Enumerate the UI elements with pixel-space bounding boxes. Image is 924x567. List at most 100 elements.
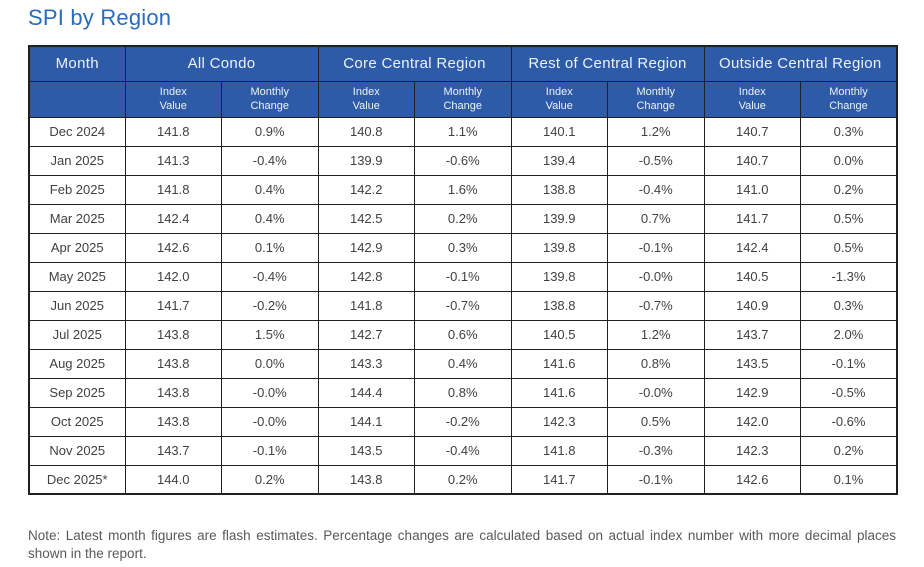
index-value-cell: 144.1 [317, 406, 415, 437]
monthly-change-cell: -0.6% [800, 406, 898, 437]
month-cell: Dec 2025* [28, 464, 126, 495]
monthly-change-cell: 2.0% [800, 319, 898, 350]
monthly-change-cell: -0.5% [800, 377, 898, 408]
monthly-change-cell: 0.0% [800, 145, 898, 176]
index-value-cell: 143.7 [124, 435, 222, 466]
index-value-cell: 139.8 [510, 232, 608, 263]
monthly-change-cell: -0.7% [607, 290, 705, 321]
monthly-change-cell: 0.1% [221, 232, 319, 263]
monthly-change-cell: 0.6% [414, 319, 512, 350]
monthly-change-cell: -0.1% [607, 464, 705, 495]
index-value-cell: 142.8 [317, 261, 415, 292]
monthly-change-cell: 0.5% [607, 406, 705, 437]
monthly-change-cell: 0.0% [221, 348, 319, 379]
index-value-cell: 142.9 [317, 232, 415, 263]
monthly-change-cell: 0.9% [221, 116, 319, 147]
index-value-cell: 141.8 [317, 290, 415, 321]
table-row: Feb 2025 141.8 0.4% 142.2 1.6% 138.8 -0.4% 141.… [28, 174, 898, 205]
index-value-cell: 141.8 [124, 174, 222, 205]
table-row: Jun 2025 141.7 -0.2% 141.8 -0.7% 138.8 -0.7% 14… [28, 290, 898, 321]
table-row: Sep 2025 143.8 -0.0% 144.4 0.8% 141.6 -0.0% 142… [28, 377, 898, 408]
monthly-change-cell: -0.4% [414, 435, 512, 466]
monthly-change-cell: 0.8% [414, 377, 512, 408]
monthly-change-cell: 0.5% [800, 203, 898, 234]
monthly-change-cell: 0.3% [800, 290, 898, 321]
index-value-cell: 142.3 [703, 435, 801, 466]
monthly-change-cell: -0.3% [607, 435, 705, 466]
index-value-cell: 139.4 [510, 145, 608, 176]
monthly-change-cell: -0.1% [221, 435, 319, 466]
table-body: Dec 2024 141.8 0.9% 140.8 1.1% 140.1 1.2% 140.7… [28, 116, 898, 495]
subheader-index-value: Index Value [510, 80, 608, 118]
index-value-cell: 142.0 [124, 261, 222, 292]
index-value-cell: 141.6 [510, 348, 608, 379]
index-value-cell: 140.5 [510, 319, 608, 350]
index-value-cell: 138.8 [510, 174, 608, 205]
index-value-cell: 142.4 [703, 232, 801, 263]
index-value-cell: 139.9 [510, 203, 608, 234]
table-row: Nov 2025 143.7 -0.1% 143.5 -0.4% 141.8 -0.3% 14… [28, 435, 898, 466]
index-value-cell: 143.5 [703, 348, 801, 379]
monthly-change-cell: 1.6% [414, 174, 512, 205]
index-value-cell: 141.3 [124, 145, 222, 176]
index-value-cell: 141.0 [703, 174, 801, 205]
monthly-change-cell: 0.3% [414, 232, 512, 263]
monthly-change-cell: -0.1% [800, 348, 898, 379]
monthly-change-cell: 0.2% [800, 435, 898, 466]
monthly-change-cell: 0.7% [607, 203, 705, 234]
month-cell: Oct 2025 [28, 406, 126, 437]
monthly-change-cell: -0.0% [221, 406, 319, 437]
subheader-index-value: Index Value [703, 80, 801, 118]
subheader-monthly-change: Monthly Change [607, 80, 705, 118]
monthly-change-cell: -0.7% [414, 290, 512, 321]
month-cell: Jan 2025 [28, 145, 126, 176]
monthly-change-cell: 0.5% [800, 232, 898, 263]
index-value-cell: 139.9 [317, 145, 415, 176]
index-value-cell: 141.6 [510, 377, 608, 408]
index-value-cell: 143.5 [317, 435, 415, 466]
table-row: May 2025 142.0 -0.4% 142.8 -0.1% 139.8 -0.0% 14… [28, 261, 898, 292]
month-cell: Mar 2025 [28, 203, 126, 234]
monthly-change-cell: 1.2% [607, 319, 705, 350]
index-value-cell: 143.8 [124, 319, 222, 350]
index-value-cell: 140.7 [703, 145, 801, 176]
index-value-cell: 138.8 [510, 290, 608, 321]
column-group-rest-of-central-region: Rest of Central Region [510, 45, 705, 82]
month-cell: Nov 2025 [28, 435, 126, 466]
index-value-cell: 141.7 [510, 464, 608, 495]
index-value-cell: 140.5 [703, 261, 801, 292]
table-row: Jul 2025 143.8 1.5% 142.7 0.6% 140.5 1.2% 143.7… [28, 319, 898, 350]
month-subheader-spacer [28, 80, 126, 118]
index-value-cell: 143.8 [124, 406, 222, 437]
month-cell: May 2025 [28, 261, 126, 292]
index-value-cell: 142.7 [317, 319, 415, 350]
monthly-change-cell: 1.1% [414, 116, 512, 147]
index-value-cell: 144.4 [317, 377, 415, 408]
column-header-month: Month [28, 45, 126, 82]
monthly-change-cell: -0.2% [221, 290, 319, 321]
table-row: Aug 2025 143.8 0.0% 143.3 0.4% 141.6 0.8% 143.5… [28, 348, 898, 379]
index-value-cell: 139.8 [510, 261, 608, 292]
spi-table: Month All Condo Core Central Region Rest… [28, 45, 898, 495]
month-cell: Dec 2024 [28, 116, 126, 147]
index-value-cell: 143.3 [317, 348, 415, 379]
index-value-cell: 143.8 [124, 348, 222, 379]
index-value-cell: 142.0 [703, 406, 801, 437]
monthly-change-cell: 0.8% [607, 348, 705, 379]
column-group-all-condo: All Condo [124, 45, 319, 82]
index-value-cell: 142.2 [317, 174, 415, 205]
index-value-cell: 143.7 [703, 319, 801, 350]
index-value-cell: 144.0 [124, 464, 222, 495]
index-value-cell: 142.9 [703, 377, 801, 408]
monthly-change-cell: 0.4% [221, 203, 319, 234]
monthly-change-cell: 0.3% [800, 116, 898, 147]
table-row: Dec 2024 141.8 0.9% 140.8 1.1% 140.1 1.2% 140.7… [28, 116, 898, 147]
monthly-change-cell: -0.5% [607, 145, 705, 176]
subheader-index-value: Index Value [124, 80, 222, 118]
column-group-core-central-region: Core Central Region [317, 45, 512, 82]
monthly-change-cell: 1.2% [607, 116, 705, 147]
monthly-change-cell: -1.3% [800, 261, 898, 292]
index-value-cell: 142.5 [317, 203, 415, 234]
index-value-cell: 142.6 [703, 464, 801, 495]
